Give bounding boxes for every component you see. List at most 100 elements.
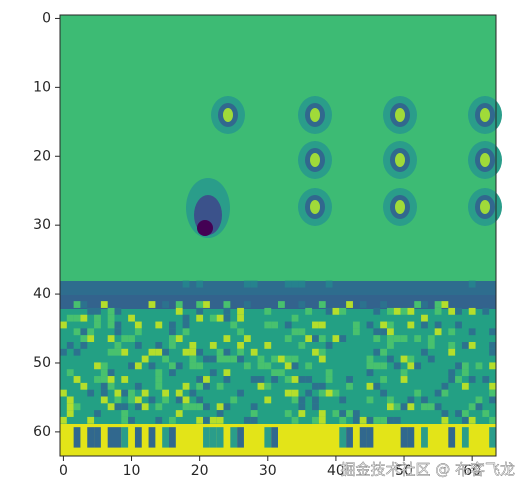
- texture: [169, 427, 176, 448]
- texture: [148, 348, 156, 356]
- texture: [427, 342, 435, 349]
- texture: [434, 328, 442, 336]
- texture: [407, 321, 415, 329]
- texture: [380, 328, 387, 336]
- texture: [114, 396, 122, 404]
- texture: [230, 355, 238, 363]
- texture: [387, 403, 394, 411]
- texture: [121, 335, 129, 342]
- texture: [387, 396, 394, 404]
- sprites: [60, 96, 502, 448]
- texture: [73, 301, 81, 308]
- sprite: [395, 108, 405, 122]
- texture: [298, 328, 306, 336]
- texture: [441, 410, 449, 417]
- texture: [352, 328, 360, 336]
- texture: [94, 362, 101, 370]
- texture: [421, 348, 428, 356]
- texture: [203, 416, 210, 424]
- texture: [475, 362, 483, 370]
- texture: [114, 403, 122, 411]
- texture: [128, 314, 135, 322]
- texture: [121, 389, 129, 397]
- texture: [325, 369, 333, 377]
- texture: [162, 355, 169, 363]
- texture: [407, 403, 415, 411]
- texture: [169, 342, 176, 349]
- texture: [169, 416, 176, 424]
- texture: [121, 427, 129, 448]
- texture: [393, 335, 401, 342]
- texture: [107, 403, 115, 411]
- texture: [284, 321, 292, 329]
- texture: [298, 403, 306, 411]
- texture: [482, 307, 490, 315]
- texture: [60, 321, 67, 329]
- texture: [141, 389, 149, 397]
- texture: [387, 416, 394, 424]
- texture: [414, 335, 422, 342]
- texture: [107, 382, 115, 390]
- texture: [387, 321, 394, 329]
- texture: [468, 342, 476, 349]
- texture: [107, 314, 115, 322]
- texture: [66, 342, 74, 349]
- texture: [196, 314, 204, 322]
- y-tick-label: 60: [33, 424, 51, 440]
- texture: [359, 427, 367, 448]
- texture: [155, 416, 163, 424]
- texture: [366, 369, 374, 377]
- texture: [107, 307, 115, 315]
- texture: [134, 362, 142, 370]
- texture: [352, 416, 360, 424]
- texture: [407, 362, 415, 370]
- texture: [400, 355, 408, 363]
- texture: [318, 410, 326, 417]
- texture: [189, 389, 197, 397]
- texture: [80, 335, 88, 342]
- texture: [264, 427, 272, 448]
- texture: [250, 280, 258, 288]
- texture: [237, 355, 244, 363]
- texture: [134, 321, 142, 329]
- texture: [87, 416, 95, 424]
- texture: [141, 355, 149, 363]
- texture: [182, 314, 190, 322]
- texture: [203, 382, 210, 390]
- texture: [155, 348, 163, 356]
- texture: [298, 410, 306, 417]
- texture: [427, 335, 435, 342]
- texture: [366, 321, 374, 329]
- texture: [380, 362, 387, 370]
- texture: [203, 355, 210, 363]
- texture: [284, 335, 292, 342]
- texture: [312, 403, 319, 411]
- x-tick-label: 0: [59, 463, 68, 479]
- texture: [94, 427, 101, 448]
- texture: [393, 362, 401, 370]
- texture: [94, 376, 101, 383]
- texture: [107, 376, 115, 383]
- sprite: [197, 220, 213, 236]
- texture: [203, 403, 210, 411]
- texture: [223, 348, 231, 356]
- texture: [298, 342, 306, 349]
- texture: [393, 416, 401, 424]
- texture: [298, 396, 306, 404]
- texture: [407, 427, 415, 448]
- texture: [121, 416, 129, 424]
- texture: [380, 376, 387, 383]
- texture: [380, 416, 387, 424]
- texture: [461, 416, 469, 424]
- texture: [216, 403, 224, 411]
- texture: [182, 396, 190, 404]
- texture: [66, 369, 74, 377]
- texture: [468, 280, 476, 288]
- texture: [100, 376, 108, 383]
- texture: [243, 362, 251, 370]
- sprite: [480, 200, 490, 214]
- texture: [196, 280, 204, 288]
- y-tick-label: 10: [33, 79, 51, 95]
- texture: [278, 369, 285, 377]
- texture: [489, 396, 496, 404]
